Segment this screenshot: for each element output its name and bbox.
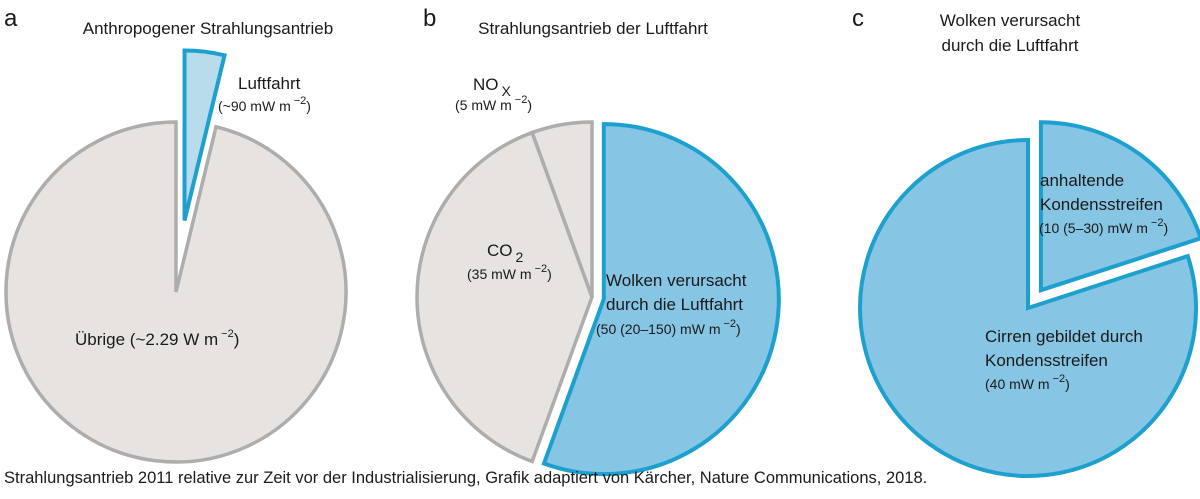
label-nox: NO X [473,75,512,99]
value-cirren: (40 mW m −2) [985,373,1070,392]
pie-slice-anhaltende-kondensstreifen [1038,120,1200,293]
pie-slice-nox [529,120,594,298]
value-luftfahrt: (~90 mW m −2) [218,95,311,114]
title-b: Strahlungsantrieb der Luftfahrt [478,19,708,38]
pie-slice-uebrige [4,120,348,464]
label-anhaltende-line1: anhaltende [1040,171,1124,190]
label-wolken-line2: durch die Luftfahrt [606,295,743,314]
pie-chart-a [4,48,348,464]
pie-chart-b [415,120,781,477]
title-a: Anthropogener Strahlungsantrieb [83,19,333,38]
title-c-line1: Wolken verursacht [940,11,1081,30]
panel-letter-b: b [423,5,436,32]
title-c-line2: durch die Luftfahrt [941,36,1078,55]
label-uebrige: Übrige (~2.29 W m −2) [75,328,239,349]
label-anhaltende-line2: Kondensstreifen [1040,195,1163,214]
value-anhaltende: (10 (5–30) mW m −2) [1039,217,1168,236]
label-luftfahrt: Luftfahrt [238,74,301,93]
value-wolken: (50 (20–150) mW m −2) [596,318,741,337]
pie-slice-luftfahrt [182,48,227,221]
pie-chart-c [858,120,1200,478]
label-cirren-line1: Cirren gebildet durch [985,327,1143,346]
value-co2: (35 mW m −2) [467,263,552,282]
panel-letter-c: c [852,5,864,32]
value-nox: (5 mW m −2) [455,94,532,113]
pie-slice-co2 [415,130,594,464]
label-cirren-line2: Kondensstreifen [985,351,1108,370]
label-co2: CO 2 [487,241,524,265]
pie-slice-cirren [858,137,1198,478]
panel-letter-a: a [4,5,18,32]
label-wolken-line1: Wolken verursacht [606,271,747,290]
pie-slice-wolken [541,122,781,477]
figure-caption: Strahlungsantrieb 2011 relative zur Zeit… [4,469,928,487]
